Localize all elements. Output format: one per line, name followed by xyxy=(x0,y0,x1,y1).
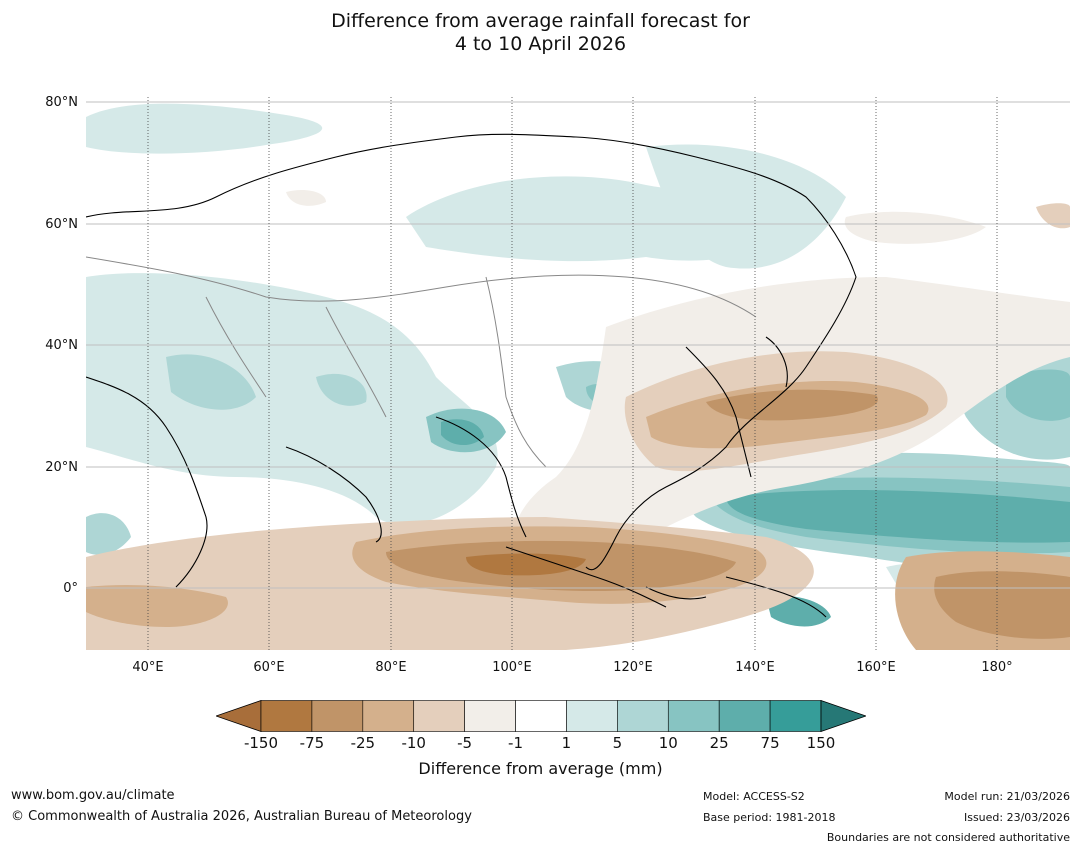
colorbar-swatch xyxy=(260,700,313,732)
lat-label-60n: 60°N xyxy=(45,217,78,232)
colorbar-tick-label: 75 xyxy=(760,734,780,752)
map-canvas xyxy=(86,97,1070,650)
colorbar-tick-label: 25 xyxy=(709,734,729,752)
colorbar-tick-label: -150 xyxy=(243,734,279,752)
lat-label-80n: 80°N xyxy=(45,95,78,110)
colorbar-swatch xyxy=(617,700,669,732)
colorbar-swatch xyxy=(362,700,415,732)
title-line-1: Difference from average rainfall forecas… xyxy=(331,10,750,32)
colorbar-tick-label: -5 xyxy=(457,734,473,752)
colorbar-swatch xyxy=(718,700,771,732)
lat-label-40n: 40°N xyxy=(45,338,78,353)
colorbar-swatch xyxy=(464,700,516,732)
colorbar-tick-label: -25 xyxy=(350,734,376,752)
colorbar-tick-label: -75 xyxy=(299,734,325,752)
lon-label-60e: 60°E xyxy=(253,660,285,675)
colorbar-tick-label: 1 xyxy=(561,734,572,752)
disclaimer-text: Boundaries are not considered authoritat… xyxy=(826,831,1070,844)
colorbar-tick-label: -1 xyxy=(508,734,524,752)
coastlines xyxy=(86,133,857,618)
colorbar-title: Difference from average (mm) xyxy=(418,759,663,778)
colorbar xyxy=(214,699,868,733)
model-run-label: Model run: 21/03/2026 xyxy=(944,790,1070,803)
longitude-gridlines xyxy=(147,97,998,650)
colorbar-swatch xyxy=(515,700,567,732)
copyright-text: © Commonwealth of Australia 2026, Austra… xyxy=(11,809,472,824)
colorbar-swatch xyxy=(566,700,618,732)
website-link[interactable]: www.bom.gov.au/climate xyxy=(11,788,175,803)
base-period-label: Base period: 1981-2018 xyxy=(703,811,836,824)
rainfall-anomaly-map xyxy=(86,97,1070,650)
lon-label-100e: 100°E xyxy=(492,660,532,675)
issued-label: Issued: 23/03/2026 xyxy=(963,811,1070,824)
colorbar-swatch xyxy=(413,700,465,732)
colorbar-swatch xyxy=(667,700,720,732)
lon-label-140e: 140°E xyxy=(735,660,775,675)
colorbar-tick-label: 5 xyxy=(612,734,623,752)
lat-label-0: 0° xyxy=(63,581,78,596)
colorbar-min-arrow xyxy=(214,699,262,733)
colorbar-max-arrow xyxy=(820,699,868,733)
colorbar-swatch xyxy=(311,700,364,732)
lat-label-20n: 20°N xyxy=(45,460,78,475)
latitude-gridlines xyxy=(86,101,1070,589)
lon-label-80e: 80°E xyxy=(375,660,407,675)
colorbar-swatches xyxy=(214,699,868,733)
map-title: Difference from average rainfall forecas… xyxy=(0,10,1081,56)
lon-label-40e: 40°E xyxy=(132,660,164,675)
colorbar-tick-label: 10 xyxy=(658,734,678,752)
title-line-2: 4 to 10 April 2026 xyxy=(454,33,627,55)
model-label: Model: ACCESS-S2 xyxy=(703,790,805,803)
lon-label-120e: 120°E xyxy=(613,660,653,675)
country-borders xyxy=(86,256,757,468)
lon-label-180: 180° xyxy=(981,660,1013,675)
colorbar-tick-label: 150 xyxy=(806,734,836,752)
colorbar-tick-label: -10 xyxy=(401,734,426,752)
lon-label-160e: 160°E xyxy=(856,660,896,675)
dry-anomaly-fields xyxy=(86,190,1070,650)
colorbar-swatch xyxy=(769,700,822,732)
